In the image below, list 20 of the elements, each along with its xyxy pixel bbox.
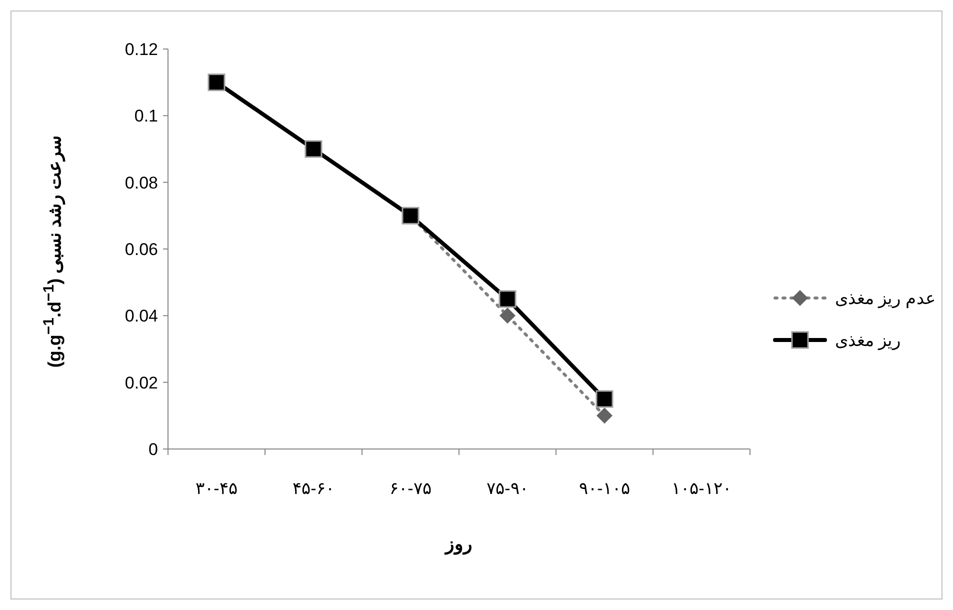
x-tick-label: ۴۵-۶۰ [292, 479, 334, 498]
y-tick-label: 0.1 [134, 106, 158, 126]
y-tick-label: 0.04 [124, 306, 158, 326]
x-tick-label: ۶۰-۷۵ [390, 479, 432, 498]
y-tick-label: 0.06 [124, 240, 158, 259]
y-tick-label: 0.02 [124, 373, 158, 392]
y-tick-label: 0 [148, 440, 158, 459]
point [596, 390, 614, 408]
x-axis-title: روز [444, 534, 472, 555]
y-tick-label: 0.08 [124, 173, 158, 192]
point [500, 308, 516, 324]
x-tick-label: ۷۵-۹۰ [486, 479, 528, 498]
x-tick-label: ۹۰-۱۰۵ [579, 479, 630, 498]
y-tick-label: 0.12 [124, 40, 158, 59]
point [498, 290, 516, 308]
point [596, 408, 612, 424]
x-tick-label: ۱۰۵-۱۲۰ [672, 479, 732, 498]
legend-label: ریز مغذی [835, 331, 901, 351]
legend-label: عدم ریز مغذی [835, 289, 936, 309]
x-tick-label: ۳۰-۴۵ [196, 479, 238, 498]
